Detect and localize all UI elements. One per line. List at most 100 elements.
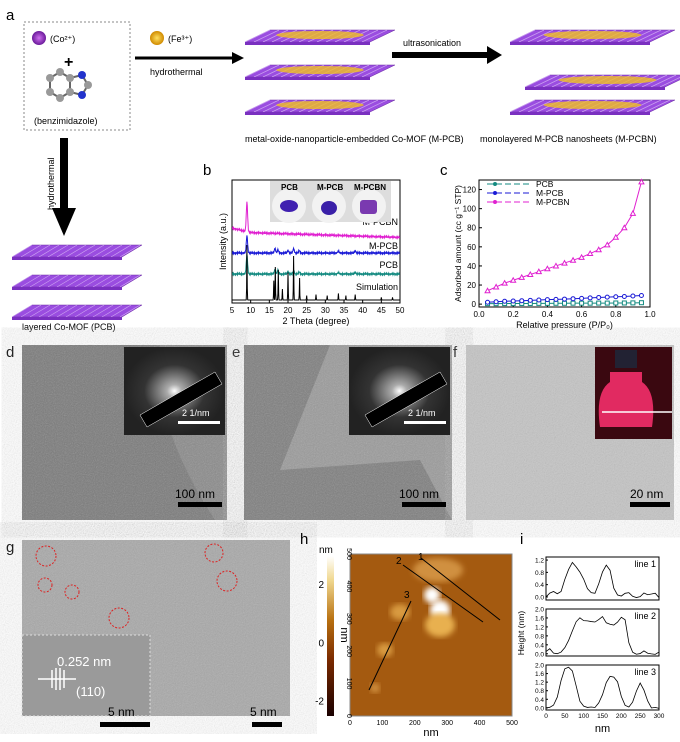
- x-tick-label: 50: [561, 713, 569, 720]
- legend-marker: [493, 200, 497, 204]
- x-tick-label: 50: [396, 306, 405, 315]
- mpcbn-caption: monolayered M-PCB nanosheets (M-PCBN): [480, 134, 657, 144]
- panel-label-a: a: [6, 7, 15, 24]
- scalebar-g-inset-label: 5 nm: [108, 705, 135, 719]
- panel-label-b: b: [203, 162, 211, 179]
- data-point: [570, 300, 576, 306]
- mof-bond: [11, 244, 33, 258]
- mof-bond: [74, 304, 96, 318]
- x-tick-label: 15: [265, 306, 274, 315]
- mof-bond: [65, 304, 87, 318]
- data-point: [553, 300, 559, 306]
- y-tick-label: 0.8: [535, 570, 544, 577]
- data-point: [596, 300, 602, 306]
- mof-layer: [244, 99, 396, 115]
- series-line-simulation: [232, 244, 400, 301]
- panel-label-c: c: [440, 162, 448, 179]
- data-point: [502, 298, 508, 304]
- mof-bond: [253, 64, 280, 78]
- mof-bond: [650, 74, 677, 88]
- mof-layer: [11, 274, 143, 290]
- x-tick-label: 0: [348, 720, 352, 727]
- mof-bond: [527, 29, 554, 43]
- data-point: [544, 265, 551, 272]
- isotherm-chart: 0.0 0.2 0.4 0.6 0.8 1.0 0 20 40 60 80 100 120 Relativ…: [453, 178, 656, 330]
- afm-feature: [424, 587, 440, 603]
- y-tick-label: 20: [467, 281, 476, 290]
- reactants-box: [23, 21, 131, 131]
- mof-layer: [11, 304, 143, 320]
- mof-bond: [38, 274, 60, 288]
- mof-bond: [352, 64, 379, 78]
- data-point: [587, 295, 593, 301]
- mof-bond: [29, 244, 51, 258]
- mof-layer: [509, 29, 676, 45]
- mof-bond: [524, 74, 551, 88]
- plot-frame: [545, 664, 660, 711]
- mof-edge: [510, 42, 650, 45]
- scalebar-e: 100 nm: [399, 487, 446, 507]
- data-point: [638, 300, 644, 306]
- mof-bond: [101, 274, 123, 288]
- panel-label-g: g: [6, 539, 14, 556]
- d-spacing-label: 0.252 nm: [57, 654, 111, 669]
- mof-bond: [244, 29, 271, 43]
- y-tick-label: 400: [345, 581, 352, 593]
- data-point: [501, 279, 508, 286]
- series-line-pcb: [231, 254, 401, 277]
- mof-bond: [518, 99, 545, 113]
- y-tick-label: 0.4: [535, 697, 544, 704]
- series-label-simulation: Simulation: [356, 282, 398, 292]
- scalebar-f: 20 nm: [630, 487, 670, 507]
- mof-bond: [635, 29, 662, 43]
- panel-label-i: i: [520, 531, 523, 548]
- y-tick-label: 120: [463, 186, 477, 195]
- profile-line-label: 1: [418, 552, 424, 563]
- fe-ion-label: (Fe³⁺): [168, 34, 192, 44]
- photo-label-mpcbn: M-PCBN: [354, 183, 386, 192]
- mof-bond: [509, 29, 536, 43]
- data-point: [621, 224, 628, 231]
- data-point: [603, 241, 611, 248]
- y-tick-label: 2.0: [535, 663, 544, 670]
- mof-layer: [11, 244, 143, 260]
- data-point: [595, 246, 603, 253]
- fe-nanoparticles: [276, 101, 364, 109]
- scalebar-g: 5 nm: [250, 705, 282, 727]
- afm-feature: [425, 613, 455, 637]
- data-point: [519, 298, 525, 304]
- scalebar-f-label: 20 nm: [630, 487, 663, 501]
- mof-bond: [253, 99, 280, 113]
- y-tick-label: 300: [345, 613, 352, 625]
- fe-nanoparticles: [558, 76, 657, 84]
- mof-bond: [119, 274, 141, 288]
- x-tick-label: 100: [377, 720, 389, 727]
- mof-edge: [245, 112, 370, 115]
- mof-bond: [533, 74, 560, 88]
- mof-bond: [361, 64, 388, 78]
- plot-frame: [545, 608, 660, 657]
- mof-bond: [29, 304, 51, 318]
- mof-layer: [524, 74, 680, 90]
- vial-photo-inset-f: [595, 347, 672, 439]
- afm-feature: [390, 604, 410, 620]
- x-tick-label: 40: [358, 306, 367, 315]
- data-point: [552, 262, 560, 269]
- scalebar-e-inset: 2 1/nm: [404, 408, 446, 424]
- mof-bond: [262, 64, 289, 78]
- legend-label-m-pcb: M-PCB: [536, 188, 564, 198]
- mpcb-caption: metal-oxide-nanoparticle-embedded Co-MOF…: [245, 134, 464, 144]
- data-point: [562, 296, 567, 302]
- ultrasonication-label: ultrasonication: [403, 38, 461, 48]
- data-point: [510, 298, 516, 304]
- y-axis-label: nm: [338, 627, 350, 642]
- mof-bond: [20, 304, 42, 318]
- x-axis-label: nm: [595, 723, 610, 735]
- y-tick-label: 0.0: [535, 651, 544, 658]
- series-line-m-pcb: [231, 235, 401, 256]
- mof-bond: [644, 29, 671, 43]
- x-tick-label: 150: [597, 713, 608, 720]
- y-axis-label: Adsorbed amount (cc g⁻¹ STP): [453, 185, 463, 302]
- y-tick-label: 80: [467, 224, 476, 233]
